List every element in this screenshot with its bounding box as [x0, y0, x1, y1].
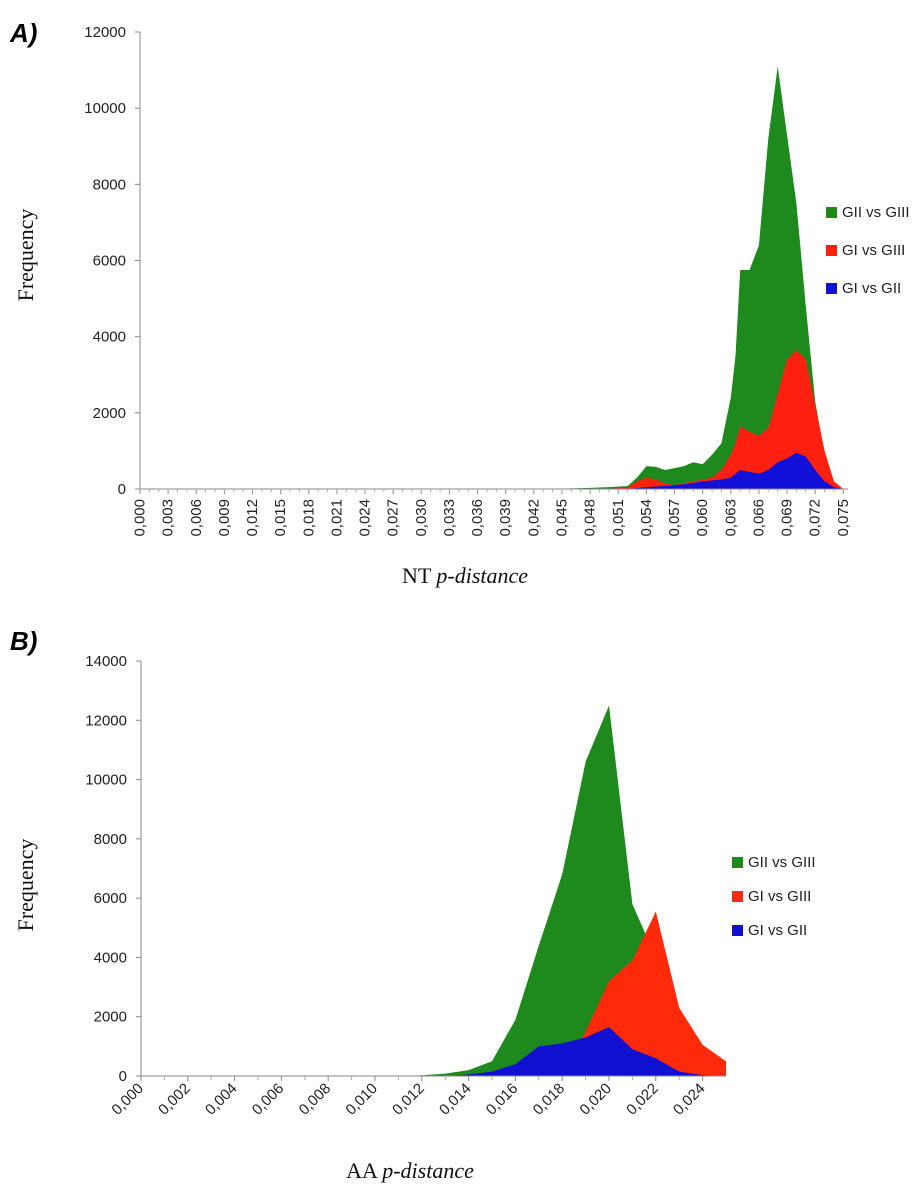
- x-tick-label-b: 0,018: [530, 1080, 569, 1119]
- legend-label-a-2: GI vs GII: [842, 280, 901, 297]
- x-tick-label-a: 0,039: [497, 499, 514, 537]
- legend-label-a-1: GI vs GIII: [842, 242, 905, 259]
- x-tick-label-b: 0,020: [576, 1080, 615, 1119]
- axes-a: 0 2000 4000 6000 8000 10000 12000 0,000 0,003 0,0…: [84, 24, 852, 537]
- y-tick-label-a: 8000: [93, 176, 126, 193]
- x-tick-label-b: 0,002: [155, 1080, 194, 1119]
- xlabel-b-main: AA: [346, 1158, 378, 1183]
- y-tick-label-b: 6000: [94, 890, 127, 907]
- legend-swatch-b-1: [732, 891, 743, 902]
- legend-label-b-2: GI vs GII: [748, 922, 807, 939]
- x-tick-label-b: 0,014: [436, 1080, 475, 1119]
- legend-a: GII vs GIII GI vs GIII GI vs GII: [826, 204, 910, 297]
- panel-label-a: A): [9, 18, 37, 48]
- x-tick-label-a: 0,030: [413, 499, 430, 537]
- legend-label-b-0: GII vs GIII: [748, 854, 816, 871]
- series-area-b-1: [141, 911, 726, 1076]
- ylabel-a: Frequency: [13, 209, 38, 302]
- y-tick-label-a: 4000: [93, 329, 126, 346]
- x-tick-label-a: 0,006: [188, 499, 205, 537]
- legend-label-b-1: GI vs GIII: [748, 888, 811, 905]
- y-tick-label-b: 8000: [94, 831, 127, 848]
- panel-label-b: B): [10, 626, 37, 656]
- y-tick-label-b: 12000: [85, 712, 127, 729]
- x-tick-label-b: 0,006: [249, 1080, 288, 1119]
- x-tick-label-a: 0,051: [610, 499, 627, 537]
- y-tick-label-a: 10000: [84, 100, 126, 117]
- xlabel-a-main: NT: [402, 563, 432, 588]
- y-tick-label-a: 12000: [84, 24, 126, 41]
- x-tick-label-a: 0,057: [666, 499, 683, 537]
- legend-b: GII vs GIII GI vs GIII GI vs GII: [732, 854, 816, 939]
- x-tick-label-b: 0,004: [202, 1080, 241, 1119]
- legend-swatch-a-2: [826, 283, 837, 294]
- y-tick-label-a: 6000: [93, 253, 126, 270]
- x-tick-label-a: 0,063: [722, 499, 739, 537]
- x-tick-label-b: 0,010: [342, 1080, 381, 1119]
- x-tick-label-b: 0,024: [670, 1080, 709, 1119]
- xlabel-a: NT p-distance: [402, 563, 528, 588]
- series-area-a-2: [140, 452, 844, 489]
- series-area-b-0: [141, 705, 726, 1076]
- legend-swatch-b-0: [732, 857, 743, 868]
- legend-swatch-a-1: [826, 245, 837, 256]
- xlabel-b: AA p-distance: [346, 1158, 474, 1183]
- x-tick-label-a: 0,045: [553, 499, 570, 537]
- x-tick-label-b: 0,008: [296, 1080, 335, 1119]
- chart-a: A) Frequency NT p-distance 0 2000 4000 6000…: [9, 18, 910, 588]
- x-tick-label-a: 0,027: [385, 499, 402, 537]
- x-tick-label-a: 0,003: [160, 499, 177, 537]
- x-tick-label-a: 0,042: [525, 499, 542, 537]
- y-tick-label-b: 2000: [94, 1009, 127, 1026]
- legend-swatch-a-0: [826, 207, 837, 218]
- x-tick-label-a: 0,066: [750, 499, 767, 537]
- x-tick-label-a: 0,000: [132, 499, 149, 537]
- legend-label-a-0: GII vs GIII: [842, 204, 910, 221]
- x-tick-label-a: 0,054: [638, 499, 655, 537]
- series-area-b-2: [141, 1027, 726, 1076]
- xlabel-b-italic: p-distance: [380, 1158, 474, 1183]
- y-tick-label-b: 10000: [85, 772, 127, 789]
- areas-a: [140, 66, 844, 490]
- x-tick-label-a: 0,024: [357, 499, 374, 537]
- x-tick-label-a: 0,015: [272, 499, 289, 537]
- x-tick-label-a: 0,060: [694, 499, 711, 537]
- x-tick-label-a: 0,033: [441, 499, 458, 537]
- series-area-a-0: [140, 66, 844, 490]
- y-tick-label-a: 2000: [93, 405, 126, 422]
- y-tick-label-b: 0: [119, 1068, 127, 1085]
- x-tick-label-a: 0,012: [244, 499, 261, 537]
- x-tick-label-a: 0,072: [807, 499, 824, 537]
- y-tick-label-a: 0: [118, 481, 126, 498]
- x-tick-label-b: 0,000: [108, 1080, 147, 1119]
- areas-b: [141, 705, 726, 1076]
- x-tick-label-a: 0,036: [469, 499, 486, 537]
- x-tick-label-a: 0,018: [300, 499, 317, 537]
- y-tick-label-b: 4000: [94, 949, 127, 966]
- x-tick-label-a: 0,048: [582, 499, 599, 537]
- x-tick-label-b: 0,022: [623, 1080, 662, 1119]
- ylabel-b: Frequency: [13, 839, 38, 932]
- chart-b: B) Frequency AA p-distance 0 2000 4000 6000…: [10, 626, 816, 1183]
- x-tick-label-b: 0,016: [483, 1080, 522, 1119]
- y-tick-label-b: 14000: [85, 653, 127, 670]
- x-tick-label-b: 0,012: [389, 1080, 428, 1119]
- x-tick-label-a: 0,009: [216, 499, 233, 537]
- x-tick-label-a: 0,075: [835, 499, 852, 537]
- xlabel-a-italic: p-distance: [434, 563, 528, 588]
- legend-swatch-b-2: [732, 925, 743, 936]
- x-tick-label-a: 0,021: [328, 499, 345, 537]
- x-tick-label-a: 0,069: [779, 499, 796, 537]
